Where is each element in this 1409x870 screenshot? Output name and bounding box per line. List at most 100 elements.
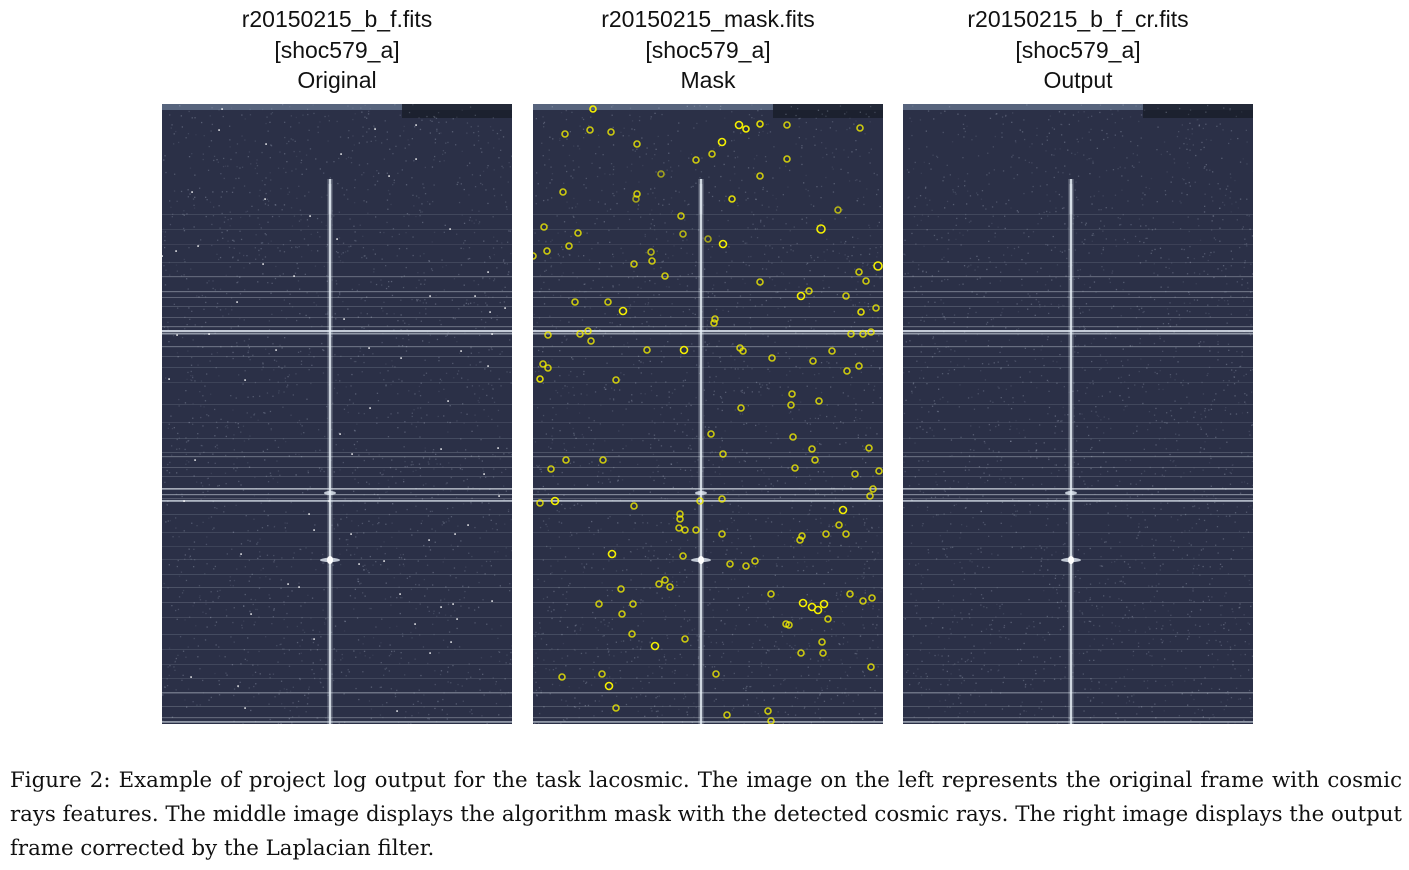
sky-lines <box>533 214 883 723</box>
cosmic-ray-marker <box>618 610 626 618</box>
cosmic-ray-marker <box>543 247 551 255</box>
cosmic-ray-marker <box>751 557 759 565</box>
frame-top-strip <box>162 104 512 110</box>
spectral-trace <box>699 179 703 724</box>
cosmic-ray-marker <box>562 456 570 464</box>
cosmic-ray-marker <box>681 635 689 643</box>
cosmic-ray-marker <box>650 641 660 651</box>
cosmic-ray-marker <box>742 125 750 133</box>
cosmic-ray-marker <box>587 337 595 345</box>
cosmic-ray-marker <box>643 346 651 354</box>
cosmic-ray-marker <box>708 150 716 158</box>
cosmic-ray-marker <box>711 315 719 323</box>
cosmic-ray-marker <box>707 430 715 438</box>
cosmic-ray-marker <box>726 560 734 568</box>
cosmic-ray-marker <box>666 583 674 591</box>
cosmic-ray-marker <box>734 120 744 130</box>
cosmic-ray-marker <box>612 376 620 384</box>
output-frame-image <box>903 104 1253 724</box>
cosmic-ray-marker <box>617 585 625 593</box>
cosmic-ray-marker <box>544 331 552 339</box>
cosmic-ray-marker <box>767 590 775 598</box>
cosmic-ray-marker <box>828 347 836 355</box>
cosmic-ray-marker <box>536 375 544 383</box>
cosmic-ray-marker <box>599 456 607 464</box>
cosmic-ray-marker <box>629 600 637 608</box>
frame-background <box>533 104 883 724</box>
cosmic-ray-marker <box>679 345 689 355</box>
cosmic-ray-marker <box>717 137 727 147</box>
cosmic-ray-marker <box>818 638 826 646</box>
cosmic-ray-marker <box>768 354 776 362</box>
cosmic-ray-marker <box>787 401 795 409</box>
cosmic-ray-marker <box>798 598 808 608</box>
cosmic-ray-marker <box>584 327 592 335</box>
cosmic-ray-marker <box>816 224 826 234</box>
cosmic-ray-marker <box>648 257 656 265</box>
emission-spot-core <box>327 556 333 564</box>
cosmic-ray-marker <box>862 277 870 285</box>
cosmic-ray-marker <box>791 464 799 472</box>
cosmic-ray-marker <box>835 521 843 529</box>
cosmic-ray-marker <box>710 319 718 327</box>
cosmic-ray-marker <box>808 445 816 453</box>
cosmic-ray-marker <box>873 261 883 271</box>
cosmic-ray-marker <box>756 120 764 128</box>
cosmic-ray-marker <box>846 590 854 598</box>
cosmic-ray-marker <box>756 172 764 180</box>
sky-lines <box>903 214 1253 723</box>
cosmic-ray-marker <box>565 242 573 250</box>
cosmic-ray-marker <box>728 195 736 203</box>
cosmic-ray-marker <box>764 707 772 715</box>
cosmic-ray-marker <box>679 230 687 238</box>
cosmic-ray-marker <box>612 704 620 712</box>
cosmic-ray-marker <box>718 530 726 538</box>
cosmic-ray-marker <box>550 496 560 506</box>
cosmic-ray-marker <box>796 536 804 544</box>
cosmic-ray-marker <box>618 306 628 316</box>
cosmic-ray-marker <box>559 188 567 196</box>
cosmic-ray-marker <box>576 330 584 338</box>
cosmic-ray-marker <box>589 105 597 113</box>
cosmic-ray-marker <box>661 576 669 584</box>
cosmic-ray-marker <box>630 502 638 510</box>
cosmic-ray-marker <box>783 121 791 129</box>
cosmic-ray-marker <box>866 492 874 500</box>
cosmic-ray-marker <box>571 298 579 306</box>
cosmic-ray-marker <box>855 268 863 276</box>
cosmic-ray-marker <box>604 298 612 306</box>
cosmic-ray-marker <box>842 530 850 538</box>
cosmic-ray-marker <box>536 499 544 507</box>
cosmic-ray-marker <box>815 397 823 405</box>
frame-readout-region <box>402 104 512 118</box>
frame-top-strip <box>533 104 883 110</box>
cosmic-ray-marker <box>679 552 687 560</box>
cosmic-ray-marker <box>796 291 806 301</box>
panel-title-mask: r20150215_mask.fits [shoc579_a] Mask <box>518 4 898 96</box>
sky-noise <box>533 104 883 724</box>
panel-file-name: r20150215_b_f_cr.fits <box>967 6 1189 32</box>
cosmic-ray-marker <box>598 670 606 678</box>
cosmic-ray-marker <box>851 470 859 478</box>
cosmic-ray-marker <box>782 620 790 628</box>
cosmic-ray-marker <box>661 272 669 280</box>
cosmic-ray-marker <box>628 630 636 638</box>
cosmic-ray-marker <box>558 673 566 681</box>
figure-caption: Figure 2: Example of project log output … <box>10 768 1402 861</box>
cosmic-ray-marker <box>756 278 764 286</box>
cosmic-ray-marker <box>574 229 582 237</box>
cosmic-ray-marker <box>547 465 555 473</box>
panel-extension: [shoc579_a] <box>645 36 771 63</box>
cosmic-ray-marker <box>533 252 537 260</box>
cosmic-ray-marker <box>737 404 745 412</box>
cosmic-ray-marker <box>632 195 640 203</box>
frame-readout-region <box>1143 104 1253 118</box>
cosmic-ray-marker <box>868 594 876 602</box>
panel-extension: [shoc579_a] <box>1015 36 1141 63</box>
panel-title-output: r20150215_b_f_cr.fits [shoc579_a] Output <box>888 4 1268 96</box>
cosmic-ray-marker <box>783 155 791 163</box>
cosmic-ray-marker <box>869 485 877 493</box>
frame-top-strip <box>903 104 1253 110</box>
cosmic-ray-marker <box>718 239 728 249</box>
cosmic-ray-marker <box>872 304 880 312</box>
